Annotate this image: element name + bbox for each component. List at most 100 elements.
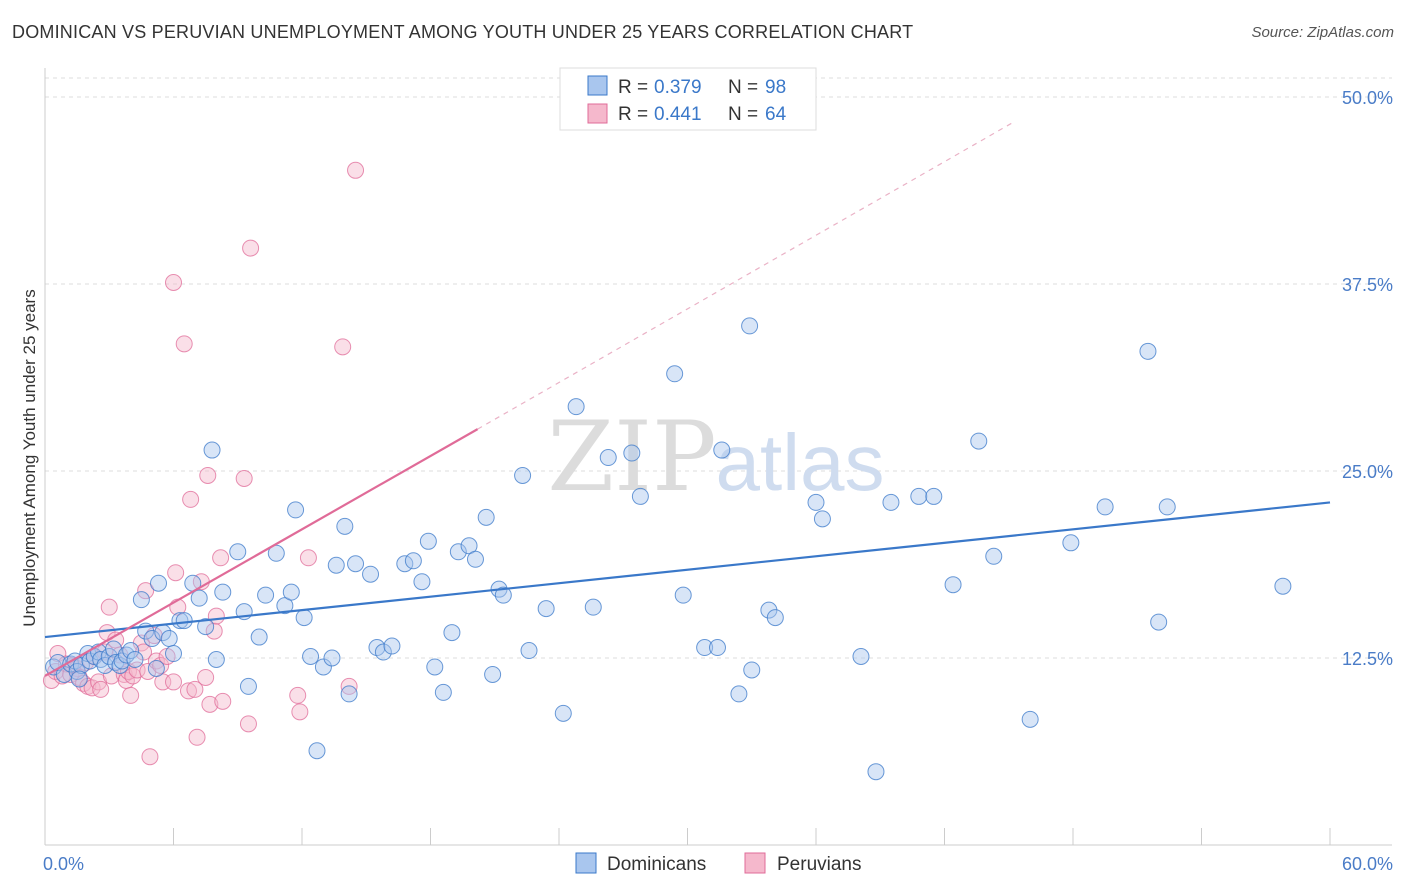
peruvians-point: [167, 564, 185, 582]
dominicans-point: [347, 555, 365, 573]
dominicans-point: [674, 586, 692, 604]
dominicans-point: [514, 466, 532, 484]
peruvians-point: [334, 338, 352, 356]
dominicans-point: [449, 543, 467, 561]
dominicans-point: [70, 670, 88, 688]
dominicans-point: [171, 612, 189, 630]
dominicans-point: [925, 487, 943, 505]
x-tick-label: 60.0%: [1342, 854, 1393, 874]
peruvians-point: [199, 466, 217, 484]
legend-blue-r-value: 0.379: [654, 77, 702, 98]
peruvians-point: [175, 335, 193, 353]
dominicans-point: [599, 449, 617, 467]
dominicans-point: [1021, 710, 1039, 728]
dominicans-point: [257, 586, 275, 604]
dominicans-point: [1139, 342, 1157, 360]
dominicans-point: [813, 510, 831, 528]
dominicans-point: [766, 609, 784, 627]
dominicans-point: [160, 630, 178, 648]
legend-blue-n-value: 98: [765, 77, 786, 98]
dominicans-point: [419, 532, 437, 550]
trend-lines: [44, 121, 1331, 677]
dominicans-point: [374, 643, 392, 661]
peruvians-point: [135, 643, 153, 661]
dominicans-trend-line: [44, 501, 1331, 639]
dominicans-point: [1274, 577, 1292, 595]
dominicans-point: [336, 517, 354, 535]
dominicans-points: [45, 317, 1292, 781]
y-tick-label: 12.5%: [1342, 649, 1393, 669]
dominicans-point: [743, 661, 761, 679]
y-tick-label: 25.0%: [1342, 462, 1393, 482]
legend-blue-n-label: N =: [728, 77, 758, 98]
legend-peruvians-swatch: [744, 852, 766, 874]
peruvians-trend-extension: [477, 121, 1014, 430]
dominicans-point: [96, 656, 114, 674]
watermark-zip: ZIP: [547, 401, 716, 513]
dominicans-point: [267, 544, 285, 562]
dominicans-point: [197, 618, 215, 636]
dominicans-point: [713, 441, 731, 459]
peruvians-point: [122, 686, 140, 704]
dominicans-point: [229, 543, 247, 561]
dominicans-point: [111, 656, 129, 674]
dominicans-point: [362, 565, 380, 583]
dominicans-point: [207, 650, 225, 668]
dominicans-point: [708, 639, 726, 657]
dominicans-point: [147, 659, 165, 677]
peruvians-point: [289, 686, 307, 704]
dominicans-point: [302, 648, 320, 666]
peruvians-point: [347, 161, 365, 179]
dominicans-point: [323, 649, 341, 667]
dominicans-point: [1150, 613, 1168, 631]
dominicans-point: [314, 658, 332, 676]
peruvians-point: [186, 680, 204, 698]
peruvians-point: [137, 582, 155, 600]
dominicans-point: [537, 600, 555, 618]
dominicans-point: [1062, 534, 1080, 552]
tick-labels: 12.5% 25.0% 37.5% 50.0% 0.0% 60.0%: [43, 88, 1393, 874]
dominicans-point: [944, 576, 962, 594]
peruvians-point: [182, 490, 200, 508]
dominicans-point: [150, 574, 168, 592]
peruvians-point: [299, 549, 317, 567]
dominicans-point: [295, 609, 313, 627]
peruvians-point: [214, 692, 232, 710]
dominicans-point: [1158, 498, 1176, 516]
peruvians-point: [128, 661, 146, 679]
dominicans-point: [807, 493, 825, 511]
legend-pink-swatch: [587, 103, 608, 124]
legend-pink-n-label: N =: [728, 104, 758, 125]
legend-peruvians-label: Peruvians: [777, 854, 862, 875]
dominicans-point: [239, 677, 257, 695]
dominicans-point: [132, 591, 150, 609]
dominicans-point: [985, 547, 1003, 565]
dominicans-point: [308, 742, 326, 760]
peruvians-points: [42, 161, 365, 766]
dominicans-point: [165, 645, 182, 663]
axes: [44, 68, 1392, 846]
dominicans-point: [190, 589, 208, 607]
dominicans-point: [250, 628, 268, 646]
legend-dominicans-label: Dominicans: [607, 854, 706, 875]
peruvians-point: [242, 239, 260, 257]
peruvians-point: [165, 673, 182, 691]
dominicans-point: [554, 704, 572, 722]
legend-dominicans-swatch: [575, 852, 597, 874]
dominicans-point: [214, 583, 232, 601]
watermark-atlas: atlas: [716, 418, 885, 507]
dominicans-point: [404, 552, 422, 570]
dominicans-point: [175, 612, 193, 630]
peruvians-point: [100, 598, 118, 616]
legend-pink-n-value: 64: [765, 104, 787, 125]
dominicans-point: [434, 683, 452, 701]
dominicans-point: [584, 598, 602, 616]
dominicans-point: [443, 624, 461, 642]
dominicans-point: [882, 493, 900, 511]
peruvians-point: [340, 677, 358, 695]
source-label: Source: ZipAtlas.com: [1251, 24, 1394, 41]
dominicans-point: [852, 648, 870, 666]
x-tick-label: 0.0%: [43, 854, 84, 874]
dominicans-point: [520, 642, 538, 660]
